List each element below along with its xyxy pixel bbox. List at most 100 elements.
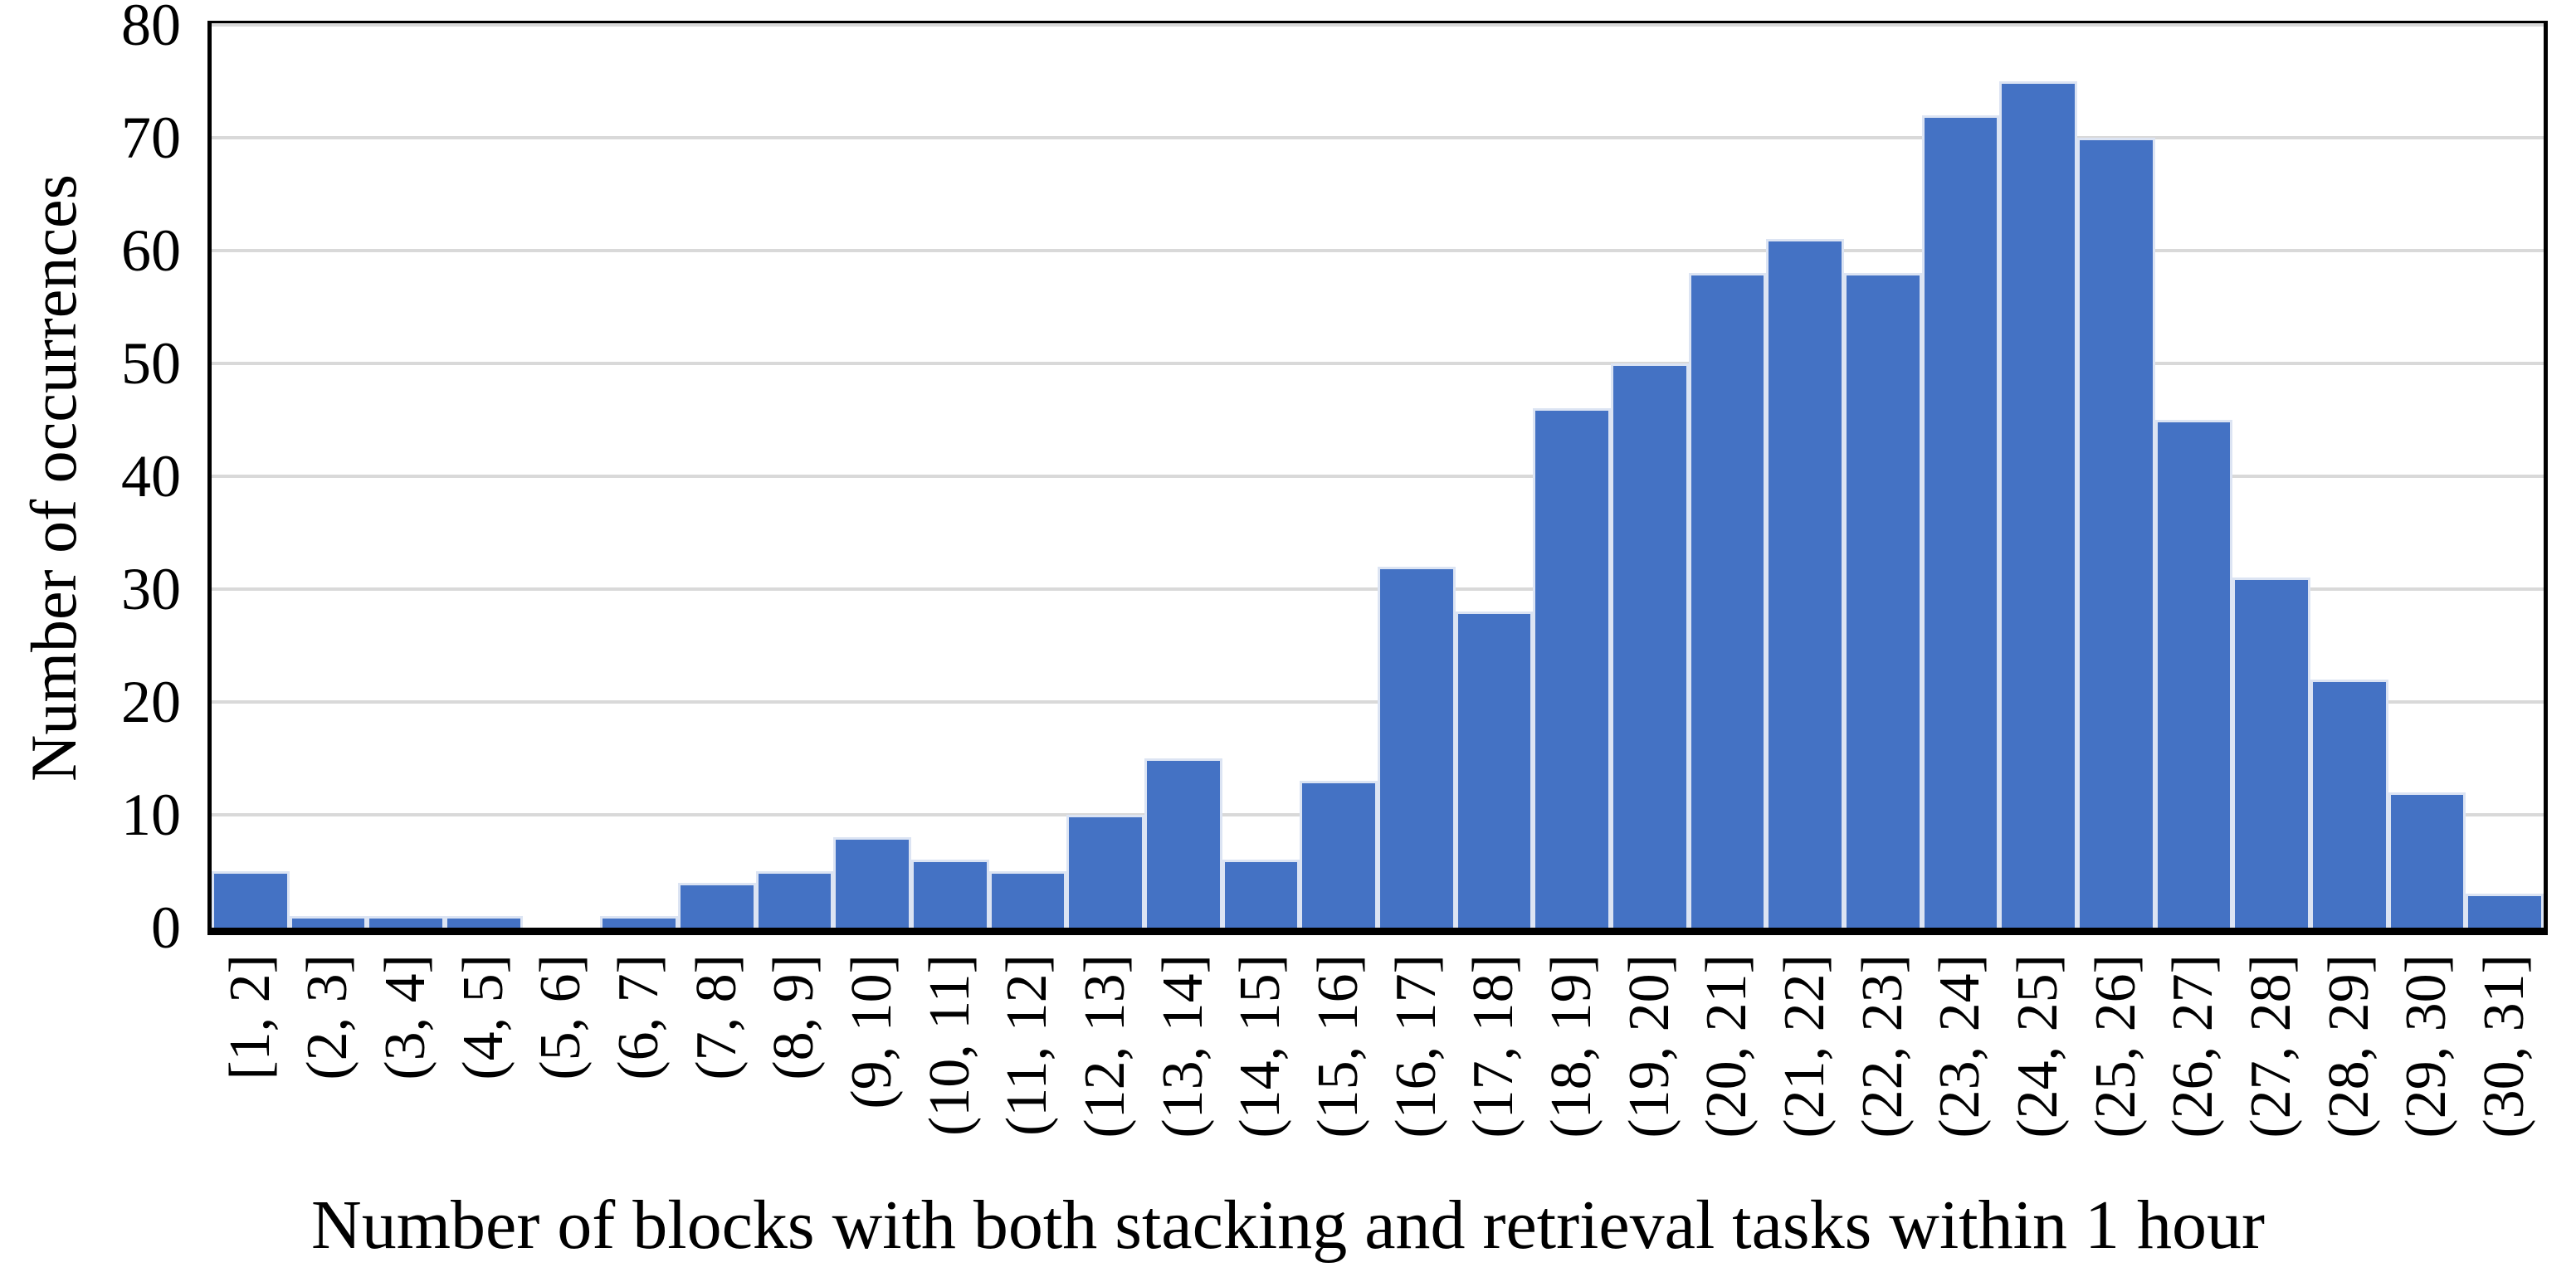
y-tick-label-20: 20 bbox=[121, 669, 181, 735]
x-tick-label-text: (6, 7] bbox=[607, 954, 671, 1080]
x-tick-label-(20, 21]: (20, 21] bbox=[1689, 954, 1767, 1138]
x-tick-label-text: (4, 5] bbox=[451, 954, 515, 1080]
x-tick-label-(27, 28]: (27, 28] bbox=[2232, 954, 2310, 1138]
x-axis-title-text: Number of blocks with both stacking and … bbox=[311, 1187, 2265, 1264]
x-tick-label-text: (27, 28] bbox=[2239, 954, 2304, 1138]
bar-(10, 11] bbox=[911, 860, 989, 928]
x-tick-label-(5, 6]: (5, 6] bbox=[523, 954, 601, 1080]
y-tick-label-50: 50 bbox=[121, 330, 181, 397]
x-tick-label-(4, 5]: (4, 5] bbox=[445, 954, 523, 1080]
x-tick-label-(25, 26]: (25, 26] bbox=[2077, 954, 2155, 1138]
x-tick-label-text: (29, 30] bbox=[2394, 954, 2459, 1138]
x-tick-label-text: (20, 21] bbox=[1695, 954, 1759, 1138]
bar-(12, 13] bbox=[1066, 815, 1144, 928]
x-tick-label-text: (9, 10] bbox=[840, 954, 905, 1109]
bar-(16, 17] bbox=[1378, 566, 1456, 928]
x-tick-label-(8, 9]: (8, 9] bbox=[756, 954, 834, 1080]
bar-(21, 22] bbox=[1766, 239, 1844, 928]
bar-(4, 5] bbox=[445, 916, 523, 928]
x-tick-label-text: (8, 9] bbox=[762, 954, 827, 1080]
bar-(24, 25] bbox=[1999, 81, 2077, 928]
x-tick-label-(12, 13]: (12, 13] bbox=[1066, 954, 1144, 1138]
x-tick-label-(9, 10]: (9, 10] bbox=[833, 954, 911, 1109]
x-tick-label-text: (2, 3] bbox=[295, 954, 360, 1080]
y-tick-label-70: 70 bbox=[121, 105, 181, 171]
x-tick-label-text: (23, 24] bbox=[1928, 954, 1993, 1138]
gridline-y-60 bbox=[212, 249, 2544, 252]
y-tick-label-0: 0 bbox=[151, 894, 181, 961]
x-tick-label-text: (7, 8] bbox=[684, 954, 749, 1080]
x-tick-label-(30, 31]: (30, 31] bbox=[2466, 954, 2544, 1138]
y-tick-label-60: 60 bbox=[121, 217, 181, 284]
gridline-y-50 bbox=[212, 362, 2544, 365]
x-tick-label-(29, 30]: (29, 30] bbox=[2388, 954, 2466, 1138]
x-tick-label-text: (14, 15] bbox=[1228, 954, 1293, 1138]
x-tick-label-(10, 11]: (10, 11] bbox=[911, 954, 989, 1136]
x-tick-label-text: (13, 14] bbox=[1150, 954, 1215, 1138]
bar-(13, 14] bbox=[1144, 758, 1222, 928]
x-tick-label-(23, 24]: (23, 24] bbox=[1922, 954, 2000, 1138]
x-tick-label-text: (16, 17] bbox=[1383, 954, 1448, 1138]
bar-(2, 3] bbox=[289, 916, 368, 928]
x-tick-label-text: (3, 4] bbox=[373, 954, 438, 1080]
x-tick-label-(13, 14]: (13, 14] bbox=[1144, 954, 1222, 1138]
bar-(19, 20] bbox=[1611, 363, 1689, 928]
bar-(22, 23] bbox=[1844, 273, 1922, 928]
bar-[1, 2] bbox=[212, 871, 290, 928]
plot-area bbox=[207, 21, 2548, 935]
x-tick-label-(28, 29]: (28, 29] bbox=[2310, 954, 2388, 1138]
x-tick-label-text: (26, 27] bbox=[2161, 954, 2226, 1138]
gridline-y-80 bbox=[212, 23, 2544, 27]
bar-(11, 12] bbox=[988, 871, 1067, 928]
bar-(17, 18] bbox=[1455, 612, 1534, 928]
x-tick-label-text: (30, 31] bbox=[2472, 954, 2537, 1138]
bar-(18, 19] bbox=[1533, 408, 1611, 928]
x-tick-label-(17, 18]: (17, 18] bbox=[1456, 954, 1534, 1138]
x-tick-label-(19, 20]: (19, 20] bbox=[1611, 954, 1689, 1138]
x-tick-label-text: (15, 16] bbox=[1306, 954, 1371, 1138]
x-tick-label-(6, 7]: (6, 7] bbox=[600, 954, 678, 1080]
x-tick-label-text: (18, 19] bbox=[1539, 954, 1604, 1138]
y-tick-label-30: 30 bbox=[121, 556, 181, 622]
bar-(29, 30] bbox=[2388, 792, 2466, 928]
x-tick-label-text: (19, 20] bbox=[1617, 954, 1681, 1138]
bar-(30, 31] bbox=[2466, 894, 2544, 928]
x-tick-label-text: (25, 26] bbox=[2083, 954, 2148, 1138]
x-tick-label-(16, 17]: (16, 17] bbox=[1378, 954, 1456, 1138]
x-tick-label-text: [1, 2] bbox=[217, 954, 282, 1080]
x-tick-label-[1, 2]: [1, 2] bbox=[212, 954, 290, 1080]
y-tick-label-40: 40 bbox=[121, 443, 181, 509]
x-tick-label-text: (5, 6] bbox=[529, 954, 593, 1080]
bar-(20, 21] bbox=[1688, 273, 1767, 928]
x-tick-label-(3, 4]: (3, 4] bbox=[367, 954, 445, 1080]
bar-(14, 15] bbox=[1222, 860, 1300, 928]
x-tick-label-(2, 3]: (2, 3] bbox=[290, 954, 368, 1080]
bar-(27, 28] bbox=[2232, 578, 2310, 928]
bar-(25, 26] bbox=[2077, 138, 2155, 928]
x-tick-label-(7, 8]: (7, 8] bbox=[678, 954, 756, 1080]
x-tick-label-(18, 19]: (18, 19] bbox=[1533, 954, 1611, 1138]
gridline-y-40 bbox=[212, 475, 2544, 478]
x-tick-label-text: (12, 13] bbox=[1073, 954, 1138, 1138]
bar-(3, 4] bbox=[367, 916, 445, 928]
x-axis-title: Number of blocks with both stacking and … bbox=[0, 1188, 2576, 1263]
bar-(15, 16] bbox=[1300, 781, 1378, 928]
bar-(23, 24] bbox=[1921, 115, 2000, 928]
x-tick-label-text: (22, 23] bbox=[1850, 954, 1915, 1138]
bar-(6, 7] bbox=[600, 916, 678, 928]
x-tick-label-(24, 25]: (24, 25] bbox=[1999, 954, 2077, 1138]
x-tick-label-text: (10, 11] bbox=[917, 954, 982, 1137]
x-tick-label-(26, 27]: (26, 27] bbox=[2155, 954, 2233, 1138]
bar-(9, 10] bbox=[833, 837, 911, 928]
bar-(26, 27] bbox=[2154, 420, 2233, 928]
x-tick-label-text: (11, 12] bbox=[995, 954, 1060, 1137]
x-tick-label-text: (17, 18] bbox=[1461, 954, 1526, 1138]
x-tick-label-(22, 23]: (22, 23] bbox=[1844, 954, 1922, 1138]
bar-(7, 8] bbox=[678, 882, 756, 928]
x-tick-label-text: (28, 29] bbox=[2316, 954, 2381, 1138]
y-tick-label-80: 80 bbox=[121, 0, 181, 58]
x-tick-label-text: (24, 25] bbox=[2006, 954, 2071, 1138]
x-tick-label-text: (21, 22] bbox=[1773, 954, 1837, 1138]
x-tick-label-(11, 12]: (11, 12] bbox=[989, 954, 1067, 1136]
